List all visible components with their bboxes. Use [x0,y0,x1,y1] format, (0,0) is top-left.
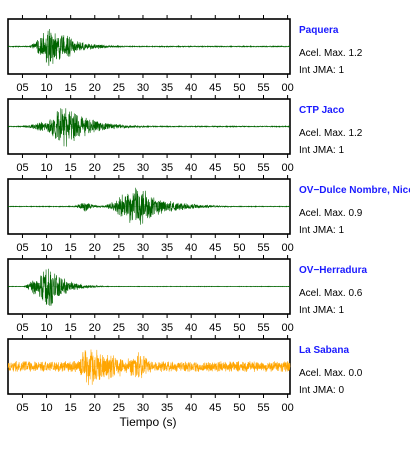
station-name: OV−Herradura [299,265,368,276]
tick-label: 35 [161,402,173,414]
station-name: OV−Dulce Nombre, Nicoya [299,185,410,196]
station-name: La Sabana [299,345,349,356]
tick-label: 05 [16,322,28,334]
tick-label: 00 [281,402,293,414]
tick-label: 25 [113,82,125,94]
tick-label: 30 [137,322,149,334]
tick-label: 05 [16,82,28,94]
max-acceleration: Acel. Max. 0.6 [299,288,363,299]
max-acceleration: Acel. Max. 1.2 [299,48,363,59]
tick-label: 50 [233,322,245,334]
tick-label: 35 [161,242,173,254]
tick-label: 05 [16,162,28,174]
tick-label: 45 [209,402,221,414]
tick-label: 20 [89,242,101,254]
tick-label: 00 [281,242,293,254]
station-name: Paquera [299,25,339,36]
tick-label: 15 [65,402,77,414]
tick-label: 55 [257,162,269,174]
tick-label: 05 [16,402,28,414]
jma-intensity: Int JMA: 1 [299,65,344,76]
max-acceleration: Acel. Max. 0.9 [299,208,363,219]
tick-label: 40 [185,242,197,254]
tick-label: 10 [40,162,52,174]
tick-label: 55 [257,402,269,414]
tick-label: 50 [233,82,245,94]
tick-label: 20 [89,162,101,174]
tick-label: 45 [209,322,221,334]
tick-label: 55 [257,322,269,334]
tick-label: 20 [89,402,101,414]
tick-label: 50 [233,402,245,414]
station-name: CTP Jaco [299,105,344,116]
tick-label: 30 [137,162,149,174]
tick-label: 00 [281,162,293,174]
panel-2: 05 10 15 20 25 30 35 40 45 50 55 00 OV−Dulce Nombre,… [7,175,410,254]
tick-label: 10 [40,402,52,414]
tick-label: 10 [40,82,52,94]
tick-label: 45 [209,162,221,174]
tick-label: 00 [281,322,293,334]
tick-label: 35 [161,162,173,174]
tick-label: 30 [137,242,149,254]
tick-label: 25 [113,402,125,414]
tick-label: 25 [113,322,125,334]
tick-label: 55 [257,82,269,94]
tick-label: 35 [161,82,173,94]
tick-label: 15 [65,82,77,94]
panel-0: 05 10 15 20 25 30 35 40 45 50 55 00 Paquera Acel. Max… [7,15,363,94]
tick-label: 15 [65,242,77,254]
tick-label: 15 [65,322,77,334]
tick-label: 45 [209,242,221,254]
tick-label: 40 [185,402,197,414]
tick-label: 40 [185,82,197,94]
tick-label: 10 [40,242,52,254]
tick-label: 10 [40,322,52,334]
tick-label: 45 [209,82,221,94]
tick-label: 15 [65,162,77,174]
max-acceleration: Acel. Max. 1.2 [299,128,363,139]
panel-1: 05 10 15 20 25 30 35 40 45 50 55 00 CTP Jaco Acel. Ma… [7,95,363,174]
tick-label: 25 [113,242,125,254]
tick-label: 20 [89,82,101,94]
tick-label: 30 [137,402,149,414]
max-acceleration: Acel. Max. 0.0 [299,368,363,379]
tick-label: 55 [257,242,269,254]
panel-4: 05 10 15 20 25 30 35 40 45 50 55 00 La Sabana Acel. M… [7,335,363,414]
jma-intensity: Int JMA: 1 [299,225,344,236]
tick-label: 00 [281,82,293,94]
tick-label: 35 [161,322,173,334]
jma-intensity: Int JMA: 0 [299,385,344,396]
panel-3: 05 10 15 20 25 30 35 40 45 50 55 00 OV−Herradura Acel… [7,255,368,334]
waveform-4 [7,349,291,386]
tick-label: 50 [233,162,245,174]
tick-label: 25 [113,162,125,174]
jma-intensity: Int JMA: 1 [299,145,344,156]
tick-label: 05 [16,242,28,254]
tick-label: 30 [137,82,149,94]
tick-label: 20 [89,322,101,334]
x-axis-label: Tiempo (s) [120,415,177,429]
tick-label: 40 [185,322,197,334]
jma-intensity: Int JMA: 1 [299,305,344,316]
tick-label: 50 [233,242,245,254]
tick-label: 40 [185,162,197,174]
